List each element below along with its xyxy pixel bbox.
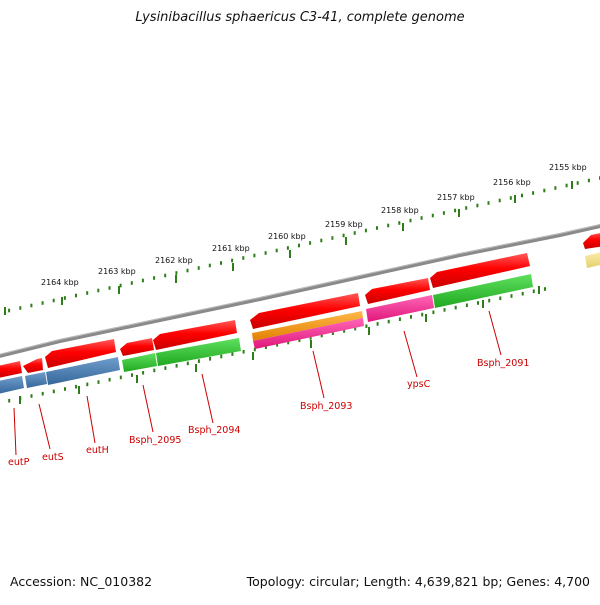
genome-backbone-highlight <box>0 224 600 355</box>
annotation-track <box>0 274 533 394</box>
cds-feature[interactable] <box>120 338 154 356</box>
magenta-band[interactable] <box>253 318 364 349</box>
tick-label-2161: 2161 kbp <box>212 244 250 253</box>
leader-line <box>488 310 502 356</box>
tick-label-2162: 2162 kbp <box>155 256 193 265</box>
cds-track <box>0 232 600 378</box>
tick-label-2155: 2155 kbp <box>549 163 587 172</box>
blue-band[interactable] <box>25 372 47 388</box>
gene-label[interactable]: Bsph_2093 <box>300 401 352 412</box>
gene-label[interactable]: ypsC <box>407 379 431 390</box>
gene-labels: eutP eutS eutH Bsph_2095 Bsph_2094 Bsph_… <box>8 358 529 468</box>
cds-feature[interactable] <box>0 361 22 378</box>
genome-backbone <box>0 224 600 358</box>
scale-ticks: 2155 kbp 2156 kbp 2157 kbp 2158 kbp 2159… <box>4 163 587 315</box>
green-band[interactable] <box>433 274 533 308</box>
leader-line <box>312 350 325 399</box>
blue-band[interactable] <box>46 357 120 385</box>
tick-label-2157: 2157 kbp <box>437 193 475 202</box>
map-title: Lysinibacillus sphaericus C3-41, complet… <box>135 10 465 25</box>
leader-line <box>13 407 17 456</box>
magenta-band[interactable] <box>366 295 434 322</box>
scale-dots <box>8 176 600 313</box>
green-band[interactable] <box>156 338 241 366</box>
cds-feature[interactable] <box>153 320 237 350</box>
inner-ticks <box>19 286 540 404</box>
leader-line <box>86 395 96 444</box>
cds-feature[interactable] <box>23 358 43 373</box>
genome-summary: Topology: circular; Length: 4,639,821 bp… <box>246 574 590 589</box>
cds-feature[interactable] <box>45 339 116 368</box>
leader-lines <box>13 310 502 456</box>
cds-feature[interactable] <box>430 253 530 288</box>
gene-label[interactable]: Bsph_2095 <box>129 435 181 446</box>
leader-line <box>403 330 418 378</box>
tick-label-2160: 2160 kbp <box>268 232 306 241</box>
gene-label[interactable]: eutP <box>8 457 30 468</box>
tick-label-2156: 2156 kbp <box>493 178 531 187</box>
leader-line <box>142 384 154 433</box>
tick-label-2164: 2164 kbp <box>41 278 79 287</box>
cds-feature[interactable] <box>365 278 430 304</box>
gene-label[interactable]: eutS <box>42 452 64 463</box>
cds-feature[interactable] <box>583 232 600 249</box>
tick-label-2159: 2159 kbp <box>325 220 363 229</box>
inner-scale <box>8 287 546 403</box>
blue-band[interactable] <box>0 376 24 394</box>
gene-label[interactable]: eutH <box>86 445 109 456</box>
tick-label-2163: 2163 kbp <box>98 267 136 276</box>
cds-feature-partial[interactable] <box>585 251 600 268</box>
cds-feature[interactable] <box>250 293 360 329</box>
green-band[interactable] <box>122 353 157 372</box>
tick-label-2158: 2158 kbp <box>381 206 419 215</box>
gene-label[interactable]: Bsph_2091 <box>477 358 529 369</box>
gene-label[interactable]: Bsph_2094 <box>188 425 240 436</box>
accession-label: Accession: NC_010382 <box>10 574 153 589</box>
leader-line <box>201 373 214 424</box>
orange-band[interactable] <box>252 311 363 341</box>
leader-line <box>38 403 51 450</box>
